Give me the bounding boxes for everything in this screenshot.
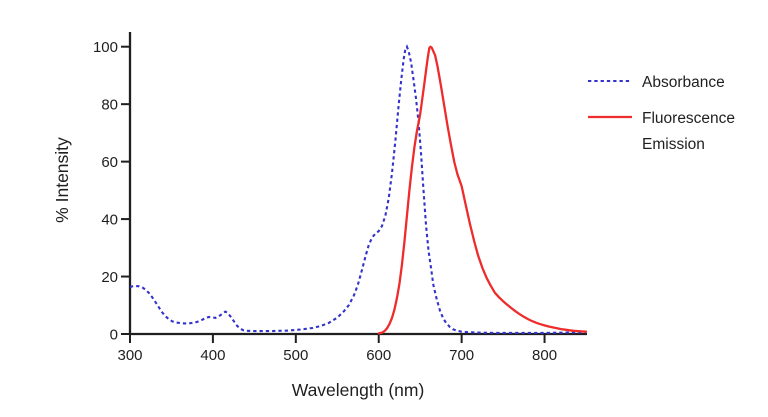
- y-tick-label: 60: [101, 154, 118, 171]
- y-tick-label: 80: [101, 96, 118, 113]
- x-tick-label: 700: [449, 347, 474, 364]
- legend-emission-label-line1: Fluorescence: [642, 110, 735, 127]
- absorbance-curve: [129, 44, 587, 334]
- legend-emission-label-line2: Emission: [642, 136, 705, 153]
- y-tick-label: 40: [101, 211, 118, 228]
- x-tick-label: 600: [366, 347, 391, 364]
- y-tick-label: 20: [101, 269, 118, 286]
- y-tick-label: 0: [110, 326, 118, 343]
- x-tick-label: 400: [200, 347, 225, 364]
- x-axis-title: Wavelength (nm): [292, 380, 425, 400]
- axis-ticks: 300 400 500 600 700 800 0 20 40 60 80 100: [93, 39, 557, 364]
- x-tick-label: 800: [532, 347, 557, 364]
- x-tick-label: 500: [283, 347, 308, 364]
- x-tick-label: 300: [117, 347, 142, 364]
- legend: Absorbance Fluorescence Emission: [588, 74, 735, 153]
- legend-absorbance-label: Absorbance: [642, 74, 725, 91]
- y-axis-title: % Intensity: [52, 137, 72, 223]
- y-tick-label: 100: [93, 39, 118, 56]
- emission-curve: [377, 45, 588, 335]
- axis-lines: [128, 32, 587, 336]
